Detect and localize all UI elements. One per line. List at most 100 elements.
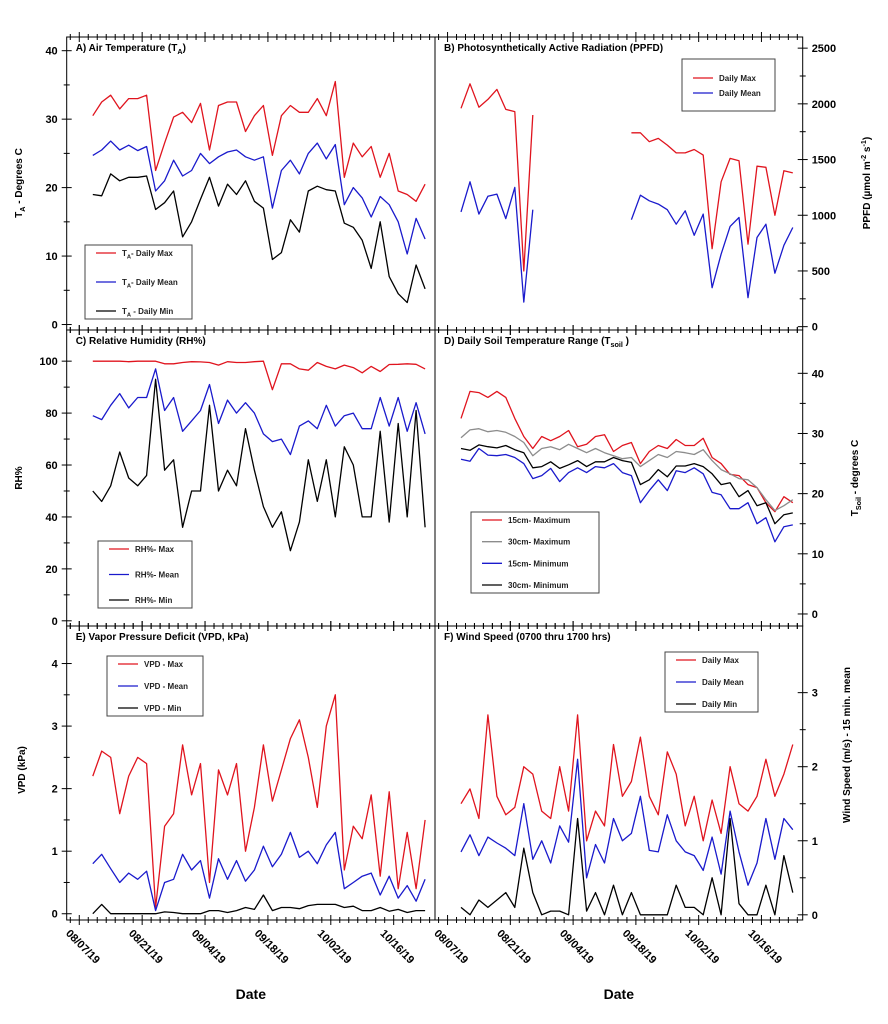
- text-part: Wind Speed (m/s) - 15 min. mean: [842, 667, 853, 823]
- text-part: s: [862, 146, 873, 155]
- text-part: Daily Max: [719, 74, 756, 83]
- series-line-0: [460, 390, 794, 513]
- x-axis-label: Date: [236, 986, 267, 1002]
- series-line-0: [460, 83, 534, 272]
- series-line-0: [92, 360, 426, 391]
- y-axis-label: Wind Speed (m/s) - 15 min. mean: [842, 667, 853, 823]
- text-part: PPFD (µmol m: [862, 161, 873, 229]
- text-part: Soil: [854, 497, 863, 510]
- y-tick-label: 1: [52, 846, 58, 858]
- text-part: T: [14, 212, 25, 218]
- y-tick-label: 40: [812, 368, 824, 380]
- x-tick-label: 09/04/19: [189, 928, 228, 967]
- series-line-2: [92, 378, 426, 552]
- text-part: - Degrees C: [14, 148, 25, 206]
- legend-label: Daily Max: [719, 74, 756, 83]
- y-tick-label: 2: [812, 762, 818, 774]
- text-part: T: [122, 249, 127, 258]
- y-tick-label: 80: [45, 408, 57, 420]
- legend-label: RH%- Min: [135, 596, 172, 605]
- y-tick-label: 10: [45, 251, 57, 263]
- x-tick-label: 08/07/19: [63, 928, 102, 967]
- text-part: soil: [611, 340, 623, 349]
- series-line-1: [460, 428, 794, 512]
- legend-label: VPD - Max: [144, 660, 184, 669]
- y-tick-label: 1500: [812, 155, 836, 167]
- panel-title: E) Vapor Pressure Deficit (VPD, kPa): [76, 632, 249, 643]
- text-part: -1: [859, 140, 868, 146]
- text-part: Daily Max: [702, 656, 739, 665]
- series-line-1: [92, 831, 426, 912]
- text-part: 15cm- Maximum: [508, 516, 570, 525]
- y-axis-label: TSoil - degrees C: [850, 440, 863, 517]
- legend-label: Daily Mean: [719, 89, 761, 98]
- text-part: T: [122, 307, 127, 316]
- legend-label: 15cm- Maximum: [508, 516, 570, 525]
- series-line-2: [460, 817, 794, 916]
- text-part: Daily Min: [702, 700, 737, 709]
- text-part: VPD - Mean: [144, 682, 188, 691]
- panel-title: F) Wind Speed (0700 thru 1700 hrs): [444, 632, 611, 643]
- legend-label: Daily Max: [702, 656, 739, 665]
- legend-box: [681, 58, 776, 112]
- y-tick-label: 0: [52, 320, 58, 332]
- x-tick-label: 10/02/19: [315, 928, 354, 967]
- text-part: - Daily Min: [131, 307, 173, 316]
- series-line-0: [92, 80, 426, 202]
- text-part: B) Photosynthetically Active Radiation (…: [444, 43, 663, 54]
- text-part: - Daily Mean: [131, 278, 178, 287]
- series-line-1: [92, 140, 426, 255]
- text-part: A: [127, 254, 131, 260]
- text-part: 30cm- Minimum: [508, 581, 568, 590]
- series-line-1: [630, 194, 794, 299]
- panel-b: 0 500 1000 1500 2000 2500 B) Photosyntheticall…: [434, 32, 873, 335]
- x-tick-label: 08/07/19: [431, 928, 470, 967]
- y-tick-label: 0: [52, 909, 58, 921]
- x-axis-label: Date: [604, 986, 635, 1002]
- legend-label: TA- Daily Max: [122, 249, 173, 260]
- y-tick-label: 20: [812, 489, 824, 501]
- text-part: Daily Mean: [702, 678, 744, 687]
- panel-c: 0 20 40 60 80 100 C) Relative Humidity (RH%) RH…: [14, 325, 436, 631]
- text-part: RH%- Mean: [135, 571, 179, 580]
- series-line-1: [460, 758, 794, 886]
- text-part: T: [850, 510, 861, 516]
- text-part: VPD - Min: [144, 704, 181, 713]
- panel-title: D) Daily Soil Temperature Range (Tsoil ): [444, 336, 629, 349]
- series-line-0: [631, 132, 793, 250]
- panel-title: A) Air Temperature (TA): [76, 43, 186, 56]
- y-axis-label: TA - Degrees C: [14, 148, 27, 218]
- text-part: A: [127, 312, 131, 318]
- legend-label: Daily Mean: [702, 678, 744, 687]
- legend-label: TA - Daily Min: [122, 307, 173, 318]
- legend: 15cm- Maximum 30cm- Maximum 15cm- Minimum 3…: [470, 511, 600, 594]
- text-part: 15cm- Minimum: [508, 559, 568, 568]
- panel-d: 0 10 20 30 40 D) Daily Soil Temperature Range…: [434, 325, 863, 631]
- legend-label: VPD - Mean: [144, 682, 188, 691]
- y-tick-label: 2: [52, 784, 58, 796]
- panel-e: 0 1 2 3 4 E) Vapor Pressure Deficit (VPD, kPa…: [17, 621, 436, 1002]
- text-part: RH%- Min: [135, 596, 172, 605]
- legend-label: RH%- Mean: [135, 571, 179, 580]
- panel-title: B) Photosynthetically Active Radiation (…: [444, 43, 663, 54]
- series-line-1: [92, 368, 426, 456]
- series-line-0: [92, 694, 426, 909]
- text-part: A) Air Temperature (T: [76, 43, 178, 54]
- y-tick-label: 30: [45, 114, 57, 126]
- text-part: F) Wind Speed (0700 thru 1700 hrs): [444, 632, 611, 643]
- y-axis-label: VPD (kPa): [17, 746, 28, 794]
- series-line-0: [460, 714, 794, 842]
- y-tick-label: 3: [52, 721, 58, 733]
- text-part: RH%- Max: [135, 545, 175, 554]
- legend-label: 30cm- Minimum: [508, 581, 568, 590]
- legend-box: [470, 511, 600, 594]
- y-tick-label: 60: [45, 460, 57, 472]
- series-line-2: [92, 173, 426, 304]
- legend-label: Daily Min: [702, 700, 737, 709]
- y-tick-label: 0: [812, 609, 818, 621]
- y-tick-label: 500: [812, 266, 830, 278]
- text-part: Daily Mean: [719, 89, 761, 98]
- series-line-2: [92, 894, 426, 915]
- legend-label: RH%- Max: [135, 545, 175, 554]
